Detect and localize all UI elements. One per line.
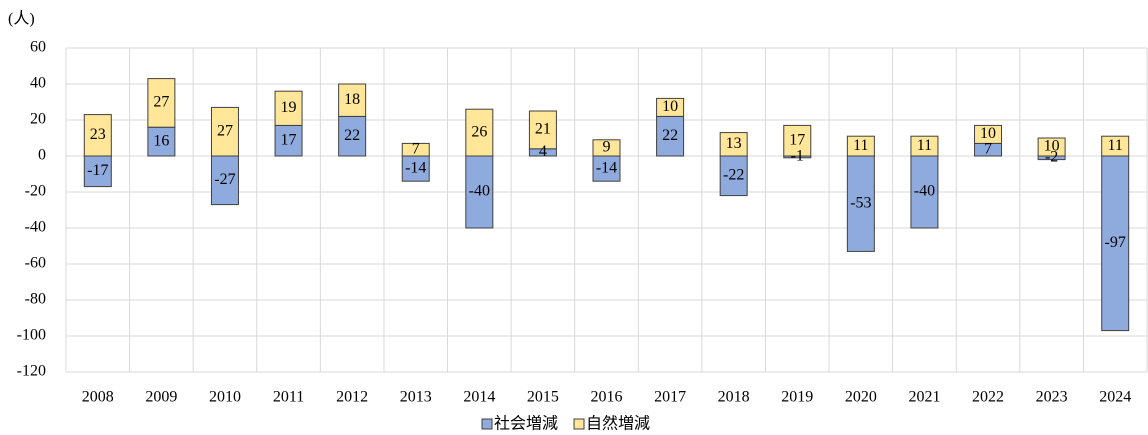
data-label: -2 bbox=[1045, 148, 1058, 165]
data-label: 16 bbox=[153, 132, 169, 149]
x-tick-label: 2024 bbox=[1099, 389, 1131, 406]
data-label: 7 bbox=[412, 140, 420, 157]
bar bbox=[528, 110, 557, 150]
x-tick-label: 2020 bbox=[845, 389, 877, 406]
bar bbox=[274, 124, 303, 157]
y-tick-label: -40 bbox=[25, 219, 46, 236]
data-label: 4 bbox=[539, 143, 547, 160]
data-label: -1 bbox=[791, 148, 804, 165]
data-label: 21 bbox=[535, 121, 551, 138]
data-label: 11 bbox=[1108, 137, 1123, 154]
data-label: -22 bbox=[723, 166, 744, 183]
bar bbox=[1101, 155, 1130, 332]
data-label: -17 bbox=[87, 162, 108, 179]
x-tick-label: 2010 bbox=[209, 389, 241, 406]
bar bbox=[147, 126, 176, 157]
data-label: -40 bbox=[469, 183, 490, 200]
y-tick-label: 40 bbox=[30, 75, 46, 92]
legend-swatch bbox=[481, 418, 493, 430]
bar bbox=[592, 139, 621, 157]
bar bbox=[274, 90, 303, 126]
bar bbox=[783, 124, 812, 157]
y-tick-label: -20 bbox=[25, 183, 46, 200]
bar bbox=[338, 83, 367, 117]
x-tick-label: 2021 bbox=[908, 389, 940, 406]
data-label: -27 bbox=[214, 171, 235, 188]
data-label: 10 bbox=[1044, 138, 1060, 155]
bar bbox=[210, 106, 239, 157]
y-axis-label: (人) bbox=[8, 10, 35, 28]
data-label: -97 bbox=[1105, 234, 1126, 251]
data-label: 27 bbox=[217, 122, 233, 139]
y-tick-label: -120 bbox=[17, 363, 46, 380]
data-label: 23 bbox=[90, 126, 106, 143]
data-label: 10 bbox=[980, 125, 996, 142]
x-tick-label: 2013 bbox=[400, 389, 432, 406]
data-label: 17 bbox=[281, 131, 297, 148]
data-label: 27 bbox=[153, 94, 169, 111]
y-tick-label: 20 bbox=[30, 111, 46, 128]
bar bbox=[401, 142, 430, 157]
x-tick-label: 2022 bbox=[972, 389, 1004, 406]
legend-label: 社会増減 bbox=[494, 415, 558, 433]
data-label: -53 bbox=[850, 194, 871, 211]
y-tick-label: 0 bbox=[38, 147, 46, 164]
x-tick-label: 2018 bbox=[718, 389, 750, 406]
bar bbox=[147, 78, 176, 128]
bar bbox=[910, 135, 939, 157]
y-tick-label: -60 bbox=[25, 255, 46, 272]
x-tick-label: 2014 bbox=[463, 389, 495, 406]
data-label: 9 bbox=[603, 139, 611, 156]
data-label: 22 bbox=[662, 127, 678, 144]
data-label: 7 bbox=[984, 140, 992, 157]
data-label: 13 bbox=[726, 135, 742, 152]
y-tick-label: -80 bbox=[25, 291, 46, 308]
bar bbox=[592, 155, 621, 182]
data-label: 18 bbox=[344, 91, 360, 108]
bar bbox=[656, 97, 685, 117]
bar bbox=[846, 135, 875, 157]
y-tick-label: -100 bbox=[17, 327, 46, 344]
bar bbox=[401, 155, 430, 182]
data-label: -14 bbox=[405, 159, 426, 176]
bar bbox=[338, 115, 367, 157]
bar bbox=[210, 155, 239, 206]
bar bbox=[83, 155, 112, 188]
data-label: 10 bbox=[662, 98, 678, 115]
bar bbox=[719, 132, 748, 157]
bar bbox=[83, 114, 112, 157]
legend-label: 自然増減 bbox=[586, 415, 650, 433]
data-label: 22 bbox=[344, 127, 360, 144]
y-tick-label: 60 bbox=[30, 39, 46, 56]
legend-swatch bbox=[573, 418, 585, 430]
data-label: 26 bbox=[471, 123, 487, 140]
data-label: 11 bbox=[853, 137, 868, 154]
x-tick-label: 2016 bbox=[591, 389, 623, 406]
data-label: -40 bbox=[914, 183, 935, 200]
x-tick-label: 2012 bbox=[336, 389, 368, 406]
bar bbox=[1101, 135, 1130, 157]
x-tick-label: 2017 bbox=[654, 389, 686, 406]
bar bbox=[846, 155, 875, 252]
x-tick-label: 2015 bbox=[527, 389, 559, 406]
data-label: 17 bbox=[789, 131, 805, 148]
x-tick-label: 2019 bbox=[781, 389, 813, 406]
data-label: 11 bbox=[917, 137, 932, 154]
x-tick-label: 2011 bbox=[273, 389, 304, 406]
data-label: 19 bbox=[281, 99, 297, 116]
bar bbox=[465, 108, 494, 157]
bar bbox=[465, 155, 494, 229]
x-tick-label: 2023 bbox=[1036, 389, 1068, 406]
x-tick-label: 2009 bbox=[145, 389, 177, 406]
x-tick-label: 2008 bbox=[82, 389, 114, 406]
bar bbox=[974, 124, 1003, 144]
data-label: -14 bbox=[596, 159, 617, 176]
bar bbox=[1037, 137, 1066, 157]
